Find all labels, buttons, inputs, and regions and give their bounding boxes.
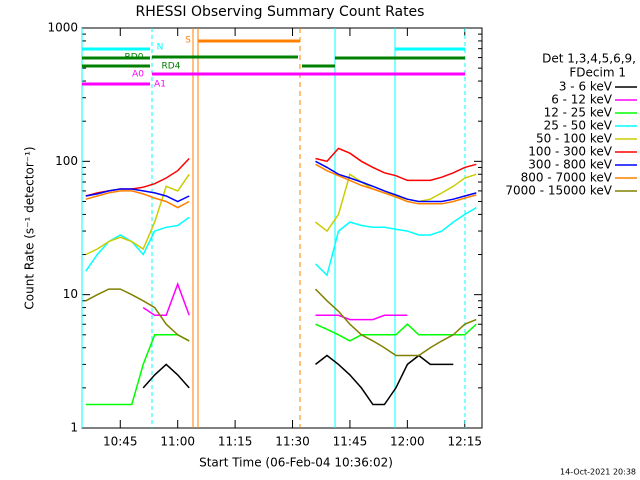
x-tick-label: 12:00 [390,435,425,449]
x-tick-label: 10:45 [103,435,138,449]
y-tick-label: 1 [70,421,78,435]
timestamp: 14-Oct-2021 20:38 [560,468,636,477]
series-line [85,288,477,357]
flag-label: N [157,43,164,53]
legend-label: 3 - 6 keV [559,80,613,94]
legend-label: 300 - 800 keV [528,158,612,172]
x-tick-label: 11:00 [160,435,195,449]
legend-label: 6 - 12 keV [551,93,613,107]
series-line [85,163,477,209]
x-axis-label: Start Time (06-Feb-04 10:36:02) [199,456,393,470]
flag-label: RD4 [162,62,181,72]
x-tick-label: 11:30 [275,435,310,449]
legend-label: 100 - 300 keV [528,145,612,159]
series-line [85,173,477,256]
x-tick-label: 12:15 [447,435,482,449]
flag-label: S [185,36,191,46]
legend-label: 800 - 7000 keV [521,171,613,185]
y-axis-label: Count Rate (s⁻¹ detector⁻¹) [23,146,37,309]
y-tick-label: 10 [63,287,78,301]
series-line [142,354,454,406]
series-line [85,206,477,277]
legend-label: 12 - 25 keV [544,106,613,120]
x-tick-label: 11:15 [218,435,253,449]
flag-label: RD0 [125,53,144,63]
series-line [142,281,408,321]
series-line [85,323,477,406]
y-tick-label: 100 [55,154,78,168]
legend-title: Det 1,3,4,5,6,9, [542,52,636,66]
flag-label: A0 [132,70,144,80]
flag-label: A1 [154,80,166,90]
chart-title: RHESSI Observing Summary Count Rates [136,4,425,20]
legend-label: 7000 - 15000 keV [505,184,612,198]
x-tick-label: 11:45 [333,435,368,449]
legend-title: FDecim 1 [569,66,626,80]
legend-label: 25 - 50 keV [544,119,613,133]
series-line [85,160,477,203]
y-tick-label: 1000 [47,21,78,35]
legend-label: 50 - 100 keV [536,132,613,146]
